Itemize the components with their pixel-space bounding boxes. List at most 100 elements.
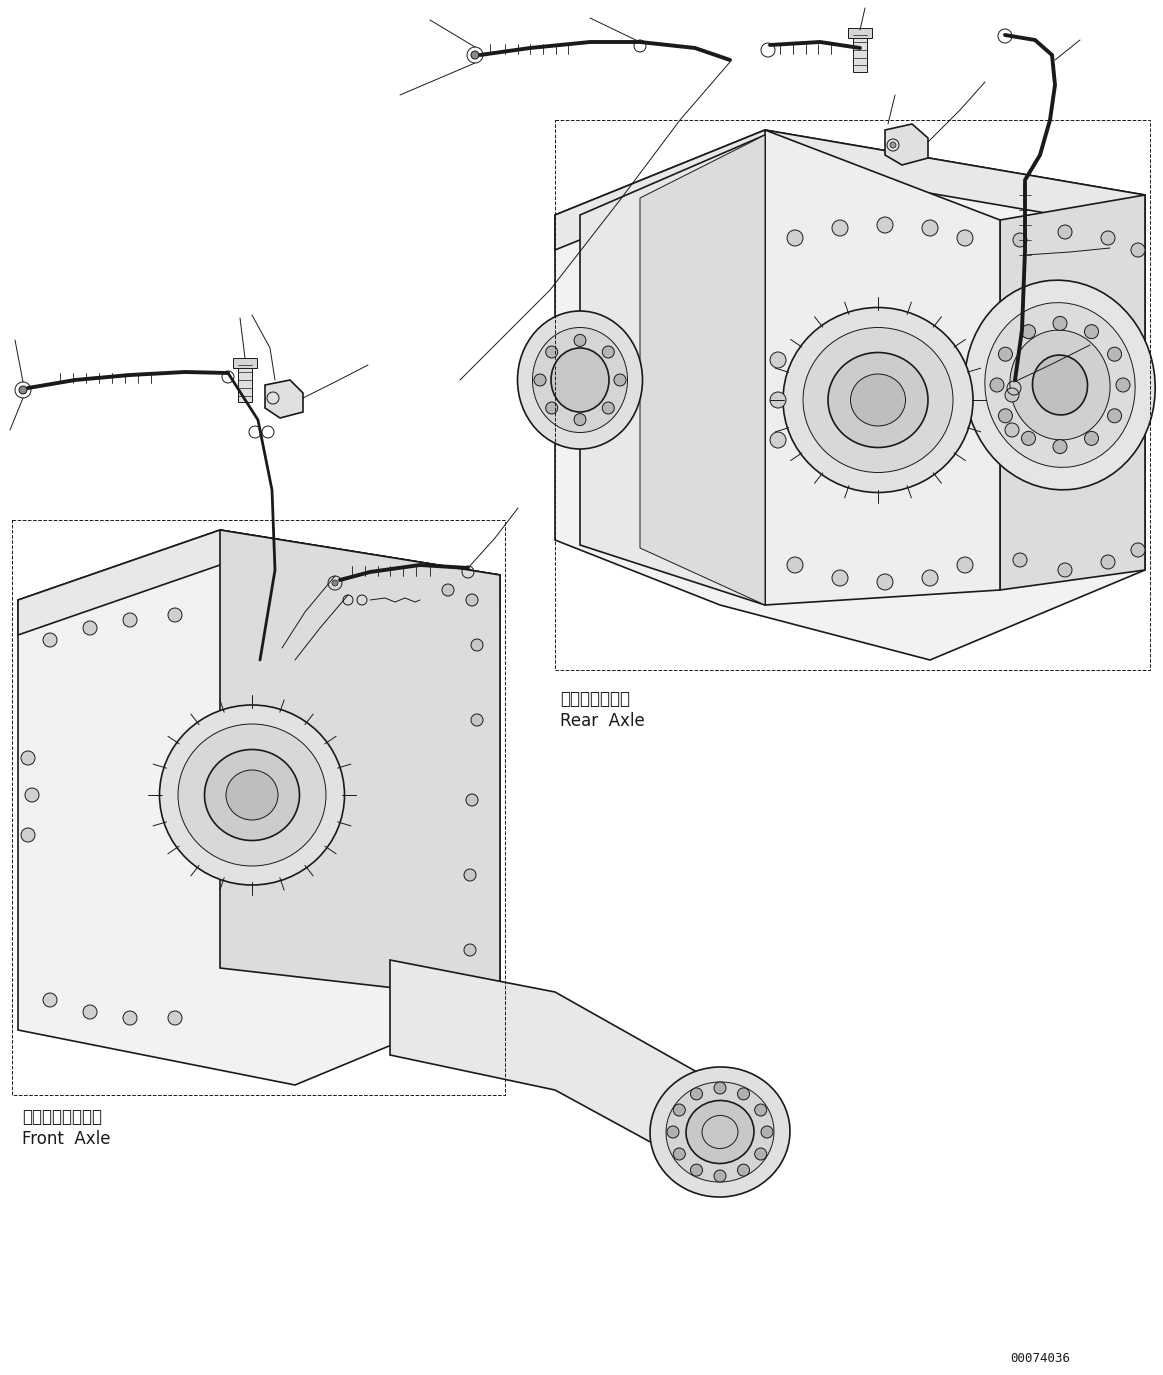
Ellipse shape xyxy=(828,352,928,447)
Circle shape xyxy=(1005,424,1019,437)
Circle shape xyxy=(602,402,614,414)
Ellipse shape xyxy=(178,725,326,866)
Circle shape xyxy=(761,1126,773,1138)
Circle shape xyxy=(614,374,626,386)
Circle shape xyxy=(957,557,973,573)
Circle shape xyxy=(714,1170,726,1182)
Polygon shape xyxy=(640,135,765,605)
Ellipse shape xyxy=(159,705,344,886)
Polygon shape xyxy=(1000,195,1146,590)
Circle shape xyxy=(1107,408,1121,422)
Bar xyxy=(233,358,257,368)
Circle shape xyxy=(877,573,893,590)
Ellipse shape xyxy=(965,280,1155,490)
Circle shape xyxy=(691,1088,702,1100)
Ellipse shape xyxy=(666,1082,775,1182)
Circle shape xyxy=(83,622,97,635)
Text: Front  Axle: Front Axle xyxy=(22,1130,110,1148)
Circle shape xyxy=(331,580,338,586)
Circle shape xyxy=(466,594,478,606)
Circle shape xyxy=(999,408,1013,422)
Ellipse shape xyxy=(802,327,952,473)
Circle shape xyxy=(21,751,35,764)
Bar xyxy=(852,32,866,72)
Circle shape xyxy=(770,392,786,408)
Ellipse shape xyxy=(1009,330,1111,440)
Circle shape xyxy=(1116,378,1130,392)
Ellipse shape xyxy=(650,1067,790,1198)
Circle shape xyxy=(43,993,57,1006)
Circle shape xyxy=(755,1104,766,1116)
Circle shape xyxy=(83,1005,97,1019)
Bar xyxy=(238,362,252,401)
Circle shape xyxy=(714,1082,726,1094)
Circle shape xyxy=(1085,324,1099,338)
Text: リヤーアクスル: リヤーアクスル xyxy=(561,690,630,708)
Text: フロントアクスル: フロントアクスル xyxy=(22,1108,102,1126)
Circle shape xyxy=(1053,440,1066,454)
Circle shape xyxy=(1005,388,1019,401)
Circle shape xyxy=(770,352,786,368)
Circle shape xyxy=(1085,432,1099,446)
Circle shape xyxy=(999,348,1013,362)
Polygon shape xyxy=(765,131,1000,605)
Circle shape xyxy=(545,346,558,358)
Circle shape xyxy=(471,639,483,650)
Text: Rear  Axle: Rear Axle xyxy=(561,712,644,730)
Circle shape xyxy=(471,51,479,59)
Circle shape xyxy=(24,788,40,802)
Circle shape xyxy=(990,378,1004,392)
Circle shape xyxy=(673,1148,685,1160)
Ellipse shape xyxy=(551,348,609,412)
Circle shape xyxy=(123,1011,137,1024)
Ellipse shape xyxy=(1033,355,1087,415)
Ellipse shape xyxy=(783,308,973,492)
Circle shape xyxy=(1101,556,1115,569)
Circle shape xyxy=(466,793,478,806)
Circle shape xyxy=(1130,243,1146,257)
Circle shape xyxy=(1058,226,1072,239)
Polygon shape xyxy=(220,529,500,1000)
Circle shape xyxy=(957,230,973,246)
Circle shape xyxy=(922,220,939,236)
Circle shape xyxy=(602,346,614,358)
Circle shape xyxy=(19,386,27,395)
Ellipse shape xyxy=(985,302,1135,468)
Circle shape xyxy=(167,608,181,622)
Circle shape xyxy=(668,1126,679,1138)
Circle shape xyxy=(575,334,586,346)
Circle shape xyxy=(770,432,786,448)
Circle shape xyxy=(575,414,586,426)
Circle shape xyxy=(464,869,476,881)
Ellipse shape xyxy=(533,327,628,433)
Polygon shape xyxy=(17,529,500,1085)
Circle shape xyxy=(471,714,483,726)
Circle shape xyxy=(1130,543,1146,557)
Ellipse shape xyxy=(518,311,642,450)
Circle shape xyxy=(737,1165,749,1176)
Circle shape xyxy=(21,828,35,842)
Circle shape xyxy=(922,571,939,586)
Circle shape xyxy=(832,571,848,586)
Circle shape xyxy=(442,584,454,595)
Circle shape xyxy=(787,230,802,246)
Circle shape xyxy=(1107,348,1121,362)
Circle shape xyxy=(1101,231,1115,245)
Polygon shape xyxy=(555,131,1146,660)
Circle shape xyxy=(755,1148,766,1160)
Polygon shape xyxy=(580,135,765,605)
Ellipse shape xyxy=(686,1100,754,1163)
Circle shape xyxy=(464,945,476,956)
Circle shape xyxy=(787,557,802,573)
Bar xyxy=(848,28,872,38)
Circle shape xyxy=(832,220,848,236)
Text: 00074036: 00074036 xyxy=(1009,1352,1070,1365)
Polygon shape xyxy=(265,380,304,418)
Ellipse shape xyxy=(205,749,300,840)
Circle shape xyxy=(1058,562,1072,578)
Circle shape xyxy=(1053,316,1066,330)
Circle shape xyxy=(1021,432,1035,446)
Circle shape xyxy=(737,1088,749,1100)
Ellipse shape xyxy=(226,770,278,820)
Circle shape xyxy=(1013,553,1027,566)
